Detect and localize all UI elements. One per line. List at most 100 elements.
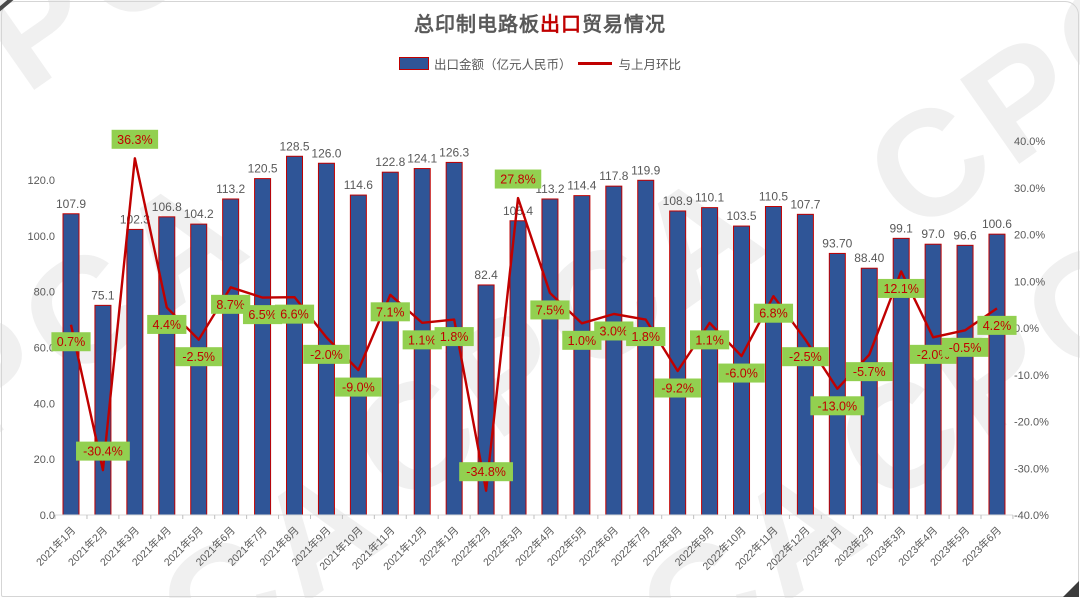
page-fold-icon — [1063, 581, 1079, 597]
y-axis-label-right: -20.0% — [1014, 417, 1049, 429]
y-axis-label-left: 120.0 — [27, 175, 55, 187]
line-point-label-text: 6.8% — [759, 307, 788, 321]
line-point-label-text: 12.1% — [883, 282, 918, 296]
bar — [988, 233, 1006, 516]
line-point-label-text: 0.7% — [57, 335, 86, 349]
bar — [317, 162, 335, 516]
bar-series-swatch-icon — [398, 57, 429, 70]
line-point-label: 8.7% — [211, 294, 251, 314]
bar-value-label: 88.40 — [854, 251, 884, 265]
line-point-label-text: 3.0% — [600, 324, 629, 338]
line-point-label-text: -34.8% — [466, 465, 506, 479]
line-point-label: -30.4% — [76, 441, 130, 461]
line-series-label: 与上月环比 — [618, 58, 682, 72]
title-suffix: 贸易情况 — [582, 14, 666, 36]
bar-value-label: 119.9 — [631, 163, 660, 177]
line-point-label-bg — [690, 330, 730, 350]
line-point-label-text: 36.3% — [117, 133, 152, 147]
bar-value-label: 108.9 — [663, 194, 693, 208]
line-point-label-text: 7.5% — [536, 303, 565, 317]
line-point-label: -0.5% — [941, 337, 989, 357]
line-point-label-bg — [654, 378, 701, 398]
line-point-label: 12.1% — [877, 278, 925, 298]
line-point-label-text: 6.6% — [280, 308, 309, 322]
line-point-label: -6.0% — [718, 363, 765, 383]
line-point-label: -9.0% — [335, 377, 382, 397]
line-point-label-bg — [782, 347, 829, 367]
y-axis-label-left: 100.0 — [27, 231, 55, 243]
bar-value-label: 104.2 — [184, 207, 214, 221]
y-axis-label-right: 0.0% — [1014, 323, 1039, 335]
bar-value-label: 107.9 — [56, 197, 86, 211]
y-axis-label-left: 60.0 — [34, 343, 55, 355]
line-point-label: 6.5% — [242, 305, 283, 325]
y-axis-label-right: 20.0% — [1014, 230, 1045, 242]
bar — [62, 213, 80, 516]
line-point-label-bg — [977, 315, 1017, 335]
line-point-label-bg — [626, 327, 666, 347]
line-point-label: -5.7% — [846, 362, 893, 382]
bar — [158, 216, 176, 516]
bar-value-label: 126.0 — [311, 146, 341, 160]
chart-header: 总印制电路板出口贸易情况 — [0, 8, 1080, 37]
line-point-label: 3.0% — [594, 321, 634, 341]
line-point-label-bg — [335, 377, 382, 397]
bar-value-label: 93.70 — [822, 236, 852, 250]
y-axis-label-right: -40.0% — [1014, 510, 1049, 522]
line-point-label-bg — [494, 169, 542, 189]
line-point-label: -9.2% — [654, 378, 701, 398]
bar-value-label: 100.6 — [982, 217, 1012, 231]
title-highlight: 出口 — [540, 14, 582, 36]
line-point-label: 1.8% — [434, 327, 474, 347]
line-point-label-bg — [51, 332, 91, 352]
line-point-label-text: 7.1% — [376, 305, 405, 319]
bar — [286, 155, 304, 516]
line-point-label-bg — [530, 300, 570, 320]
line-point-label-bg — [370, 302, 410, 322]
y-axis-label-left: 80.0 — [34, 287, 55, 299]
bar-value-label: 105.4 — [503, 204, 533, 218]
title-prefix: 总印制电路板 — [414, 14, 540, 36]
bar-value-label: 124.1 — [407, 152, 437, 166]
line-point-label-text: -2.5% — [182, 350, 215, 364]
bar — [573, 195, 591, 516]
line-point-label-text: -13.0% — [818, 399, 858, 413]
line-point-label-text: 8.7% — [216, 298, 245, 312]
line-point-label: 6.8% — [753, 303, 794, 323]
line-point-label-text: 1.8% — [631, 330, 660, 344]
line-point-label: 1.8% — [626, 327, 666, 347]
line-point-label-text: 1.1% — [695, 333, 724, 347]
line-point-label-text: -6.0% — [725, 367, 758, 381]
line-point-label: 1.0% — [562, 330, 602, 350]
line-point-label-bg — [877, 278, 925, 298]
bar — [924, 243, 942, 516]
y-axis-label-right: 10.0% — [1014, 276, 1045, 288]
bar — [254, 178, 272, 516]
page-title: 总印制电路板出口贸易情况 — [414, 14, 666, 36]
line-point-label: 4.2% — [977, 315, 1017, 335]
bar — [126, 228, 144, 516]
line-point-label-text: 4.4% — [153, 318, 182, 332]
line-point-label: -2.5% — [175, 347, 222, 367]
bar-value-label: 113.2 — [535, 182, 564, 196]
legend-item-bar-series: 出口金额（亿元人民币） — [398, 54, 572, 73]
bar-value-label: 113.2 — [216, 182, 245, 196]
chart-legend: 出口金额（亿元人民币） 与上月环比 — [0, 54, 1080, 73]
bar-value-label: 114.6 — [344, 178, 373, 192]
line-point-label: -13.0% — [810, 396, 865, 416]
y-axis-label-right: 30.0% — [1014, 183, 1045, 195]
line-point-label-bg — [941, 337, 989, 357]
line-point-label-text: -2.5% — [789, 350, 822, 364]
line-point-label: -2.0% — [303, 344, 350, 364]
line-point-label-text: 1.1% — [408, 333, 437, 347]
bar-value-label: 120.5 — [248, 162, 278, 176]
bar-value-label: 117.8 — [599, 169, 628, 183]
line-point-label-bg — [402, 330, 442, 350]
bar — [860, 267, 878, 516]
line-point-label: 0.7% — [51, 332, 91, 352]
bar — [605, 185, 623, 516]
y-axis-label-left: 0.0 — [40, 510, 55, 522]
bar-value-label: 106.8 — [152, 200, 182, 214]
bar — [701, 207, 719, 516]
